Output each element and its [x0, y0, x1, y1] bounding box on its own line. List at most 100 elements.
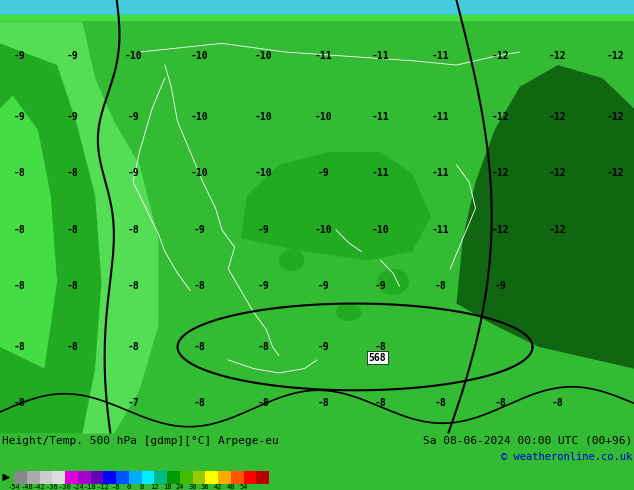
Bar — [116, 471, 129, 484]
Text: -8: -8 — [375, 342, 386, 352]
Bar — [52, 471, 65, 484]
Text: -10: -10 — [254, 169, 272, 178]
Text: -9: -9 — [127, 112, 139, 122]
Bar — [154, 471, 167, 484]
Polygon shape — [0, 22, 158, 434]
Text: -8: -8 — [127, 281, 139, 291]
Text: -9: -9 — [67, 51, 79, 61]
Text: 30: 30 — [188, 485, 197, 490]
Text: -10: -10 — [124, 51, 142, 61]
Text: -9: -9 — [257, 281, 269, 291]
Ellipse shape — [311, 193, 349, 223]
Text: -11: -11 — [432, 169, 450, 178]
Bar — [0, 15, 634, 20]
Text: 0: 0 — [127, 485, 131, 490]
Text: -11: -11 — [432, 225, 450, 235]
Text: 8: 8 — [139, 485, 144, 490]
Text: -8: -8 — [435, 398, 446, 408]
Text: -8: -8 — [257, 398, 269, 408]
Text: -48: -48 — [20, 485, 33, 490]
Text: -12: -12 — [606, 51, 624, 61]
Text: -8: -8 — [495, 398, 507, 408]
Text: 42: 42 — [214, 485, 223, 490]
Text: -11: -11 — [432, 112, 450, 122]
Text: © weatheronline.co.uk: © weatheronline.co.uk — [501, 452, 632, 462]
Text: -8: -8 — [67, 169, 79, 178]
Text: -12: -12 — [97, 485, 110, 490]
Text: -8: -8 — [552, 398, 564, 408]
Text: -8: -8 — [13, 342, 25, 352]
Bar — [180, 471, 193, 484]
Text: -42: -42 — [33, 485, 46, 490]
Text: 568: 568 — [368, 353, 386, 363]
Bar — [91, 471, 103, 484]
Text: -9: -9 — [318, 169, 329, 178]
Text: -36: -36 — [46, 485, 58, 490]
Text: -12: -12 — [492, 51, 510, 61]
Bar — [78, 471, 91, 484]
Bar — [231, 471, 243, 484]
Text: -8: -8 — [127, 225, 139, 235]
Text: -12: -12 — [606, 112, 624, 122]
Polygon shape — [0, 96, 57, 368]
Text: -30: -30 — [58, 485, 72, 490]
Text: -11: -11 — [314, 51, 332, 61]
Bar — [167, 471, 180, 484]
Bar — [141, 471, 154, 484]
Polygon shape — [0, 44, 101, 434]
Text: -12: -12 — [606, 169, 624, 178]
Text: -11: -11 — [372, 169, 389, 178]
Text: -7: -7 — [127, 398, 139, 408]
Text: -10: -10 — [191, 51, 209, 61]
Text: -8: -8 — [13, 225, 25, 235]
Text: -8: -8 — [112, 485, 120, 490]
Text: -8: -8 — [257, 342, 269, 352]
Bar — [256, 471, 269, 484]
Text: -9: -9 — [67, 112, 79, 122]
Ellipse shape — [377, 269, 409, 295]
Bar — [27, 471, 39, 484]
Bar — [129, 471, 141, 484]
Text: -11: -11 — [432, 51, 450, 61]
Text: -9: -9 — [318, 342, 329, 352]
Text: Sa 08-06-2024 00:00 UTC (00+96): Sa 08-06-2024 00:00 UTC (00+96) — [423, 436, 632, 446]
Text: -9: -9 — [127, 169, 139, 178]
Text: -9: -9 — [375, 281, 386, 291]
Text: 12: 12 — [150, 485, 158, 490]
Bar — [0, 0, 634, 15]
Text: -8: -8 — [13, 281, 25, 291]
Text: 24: 24 — [176, 485, 184, 490]
Bar — [205, 471, 218, 484]
Text: -9: -9 — [257, 225, 269, 235]
Text: -24: -24 — [72, 485, 84, 490]
Text: -11: -11 — [372, 112, 389, 122]
Text: -10: -10 — [191, 112, 209, 122]
Text: -9: -9 — [13, 112, 25, 122]
Text: -8: -8 — [194, 398, 205, 408]
Text: 18: 18 — [163, 485, 171, 490]
Text: -9: -9 — [194, 225, 205, 235]
Text: -10: -10 — [314, 112, 332, 122]
Text: -12: -12 — [549, 51, 567, 61]
Bar — [103, 471, 116, 484]
Text: -8: -8 — [13, 398, 25, 408]
Polygon shape — [456, 65, 634, 368]
Bar — [39, 471, 52, 484]
Text: -10: -10 — [314, 225, 332, 235]
Text: -11: -11 — [372, 51, 389, 61]
Text: -9: -9 — [318, 281, 329, 291]
Ellipse shape — [336, 303, 361, 321]
Text: -18: -18 — [84, 485, 97, 490]
Text: -12: -12 — [549, 169, 567, 178]
Text: -8: -8 — [194, 342, 205, 352]
Text: -8: -8 — [67, 225, 79, 235]
Text: -8: -8 — [67, 281, 79, 291]
Text: 54: 54 — [239, 485, 248, 490]
Text: -8: -8 — [435, 281, 446, 291]
Text: -12: -12 — [492, 225, 510, 235]
Text: -8: -8 — [375, 398, 386, 408]
Text: 48: 48 — [226, 485, 235, 490]
Bar — [243, 471, 256, 484]
Ellipse shape — [279, 249, 304, 271]
Text: -12: -12 — [492, 169, 510, 178]
